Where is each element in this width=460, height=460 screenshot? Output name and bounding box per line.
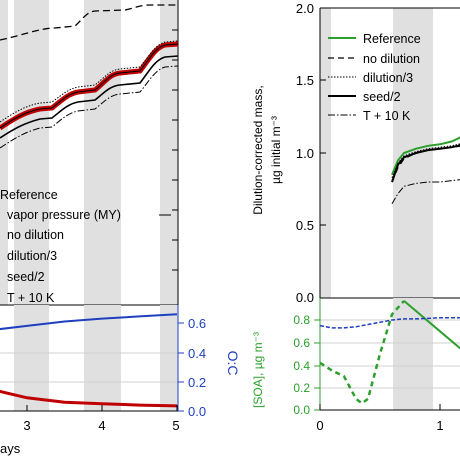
right-legend: Reference no dilution dilution/3 seed/2 … bbox=[328, 32, 421, 123]
left-lower-reference-line bbox=[0, 389, 178, 408]
right-lower-oc-line bbox=[319, 317, 460, 329]
left-x-axis-label: ays bbox=[0, 441, 21, 456]
soa-ticks: 0.8 0.6 0.4 0.2 0.0 bbox=[293, 313, 320, 417]
soa-tick-label: 0.8 bbox=[293, 313, 310, 327]
right-upper-series-line bbox=[391, 143, 460, 178]
right-y-tick-label: 0.5 bbox=[296, 218, 314, 233]
oc-tick-label: 0.4 bbox=[188, 346, 206, 361]
left-no-dilution-curve bbox=[0, 4, 178, 41]
left-shade-band bbox=[0, 0, 8, 305]
oc-tick-label: 0.2 bbox=[188, 375, 206, 390]
right-legend-item: no dilution bbox=[363, 52, 420, 66]
soa-tick-label: 0.0 bbox=[293, 403, 310, 417]
oc-line bbox=[0, 313, 178, 331]
left-seed-curve bbox=[0, 55, 179, 139]
right-y-tick-label: 2.0 bbox=[296, 1, 314, 16]
right-upper-series-line bbox=[391, 144, 460, 183]
left-upper-ticks bbox=[172, 29, 178, 271]
soa-solid-line bbox=[403, 300, 460, 350]
right-y-axis-label-line1: Dilution-corrected mass, bbox=[251, 85, 265, 214]
oc-axis: 0.6 0.4 0.2 0.0 O:C bbox=[178, 316, 241, 419]
left-legend-item: vapor pressure (MY) bbox=[7, 208, 121, 222]
soa-tick-label: 0.4 bbox=[293, 359, 310, 373]
right-y-tick-label: 1.5 bbox=[296, 73, 314, 88]
right-x-tick-label: 1 bbox=[436, 418, 443, 433]
soa-axis-label: [SOA], µg m⁻³ bbox=[251, 332, 265, 408]
right-x-tick-label: 0 bbox=[316, 418, 323, 433]
oc-tick-label: 0.6 bbox=[188, 316, 206, 331]
right-x-ticks: 0 1 bbox=[316, 404, 444, 433]
soa-tick-label: 0.2 bbox=[293, 381, 310, 395]
left-t10k-curve bbox=[0, 65, 179, 149]
left-vapor-pressure-curve bbox=[0, 43, 179, 129]
left-lower-shade-band bbox=[84, 305, 121, 411]
right-upper-plot bbox=[391, 136, 460, 205]
left-legend: Reference vapor pressure (MY) no dilutio… bbox=[0, 188, 171, 305]
left-lower-gridlines bbox=[0, 352, 178, 383]
right-legend-item: seed/2 bbox=[363, 90, 401, 104]
left-legend-item: seed/2 bbox=[7, 270, 45, 284]
right-lower-gridlines bbox=[320, 319, 460, 389]
left-x-tick-label: 4 bbox=[98, 418, 105, 433]
left-legend-item: T + 10 K bbox=[7, 291, 55, 305]
right-legend-item: Reference bbox=[363, 32, 421, 46]
right-upper-series-line bbox=[391, 179, 460, 205]
left-panel: Reference vapor pressure (MY) no dilutio… bbox=[0, 0, 241, 456]
right-shade-band bbox=[393, 8, 433, 298]
oc-tick-label: 0.0 bbox=[188, 404, 206, 419]
oc-axis-label: O:C bbox=[225, 351, 241, 376]
right-y-axis-label-line2: µg initial m⁻³ bbox=[269, 116, 283, 184]
left-dilution3-curve bbox=[0, 40, 179, 123]
right-panel: Dilution-corrected mass, µg initial m⁻³ … bbox=[251, 1, 460, 433]
right-y-tick-label: 1.0 bbox=[296, 146, 314, 161]
left-lower-plot bbox=[0, 313, 178, 408]
right-lower-plot bbox=[319, 300, 460, 405]
right-y-tick-label: 0.0 bbox=[296, 290, 314, 305]
right-y-ticks: 2.0 1.5 1.0 0.5 0.0 bbox=[296, 1, 326, 305]
right-upper-series-line bbox=[391, 136, 460, 176]
left-legend-item: Reference bbox=[0, 188, 58, 202]
left-shade-band bbox=[14, 0, 49, 305]
right-lower-shade-band bbox=[393, 298, 433, 410]
left-x-ticks: 3 4 5 ays bbox=[0, 405, 180, 456]
left-shade-band bbox=[160, 0, 178, 305]
right-legend-item: dilution/3 bbox=[363, 71, 413, 85]
soa-tick-label: 0.6 bbox=[293, 336, 310, 350]
left-lower-shade-band bbox=[14, 305, 49, 411]
left-x-tick-label: 5 bbox=[172, 418, 179, 433]
left-legend-item: dilution/3 bbox=[7, 249, 57, 263]
left-shade-band bbox=[84, 0, 121, 305]
left-x-tick-label: 3 bbox=[23, 418, 30, 433]
left-legend-item: no dilution bbox=[7, 228, 64, 242]
right-legend-item: T + 10 K bbox=[363, 109, 411, 123]
soa-dashed-line bbox=[319, 300, 405, 405]
left-lower-shade-band bbox=[160, 305, 178, 411]
